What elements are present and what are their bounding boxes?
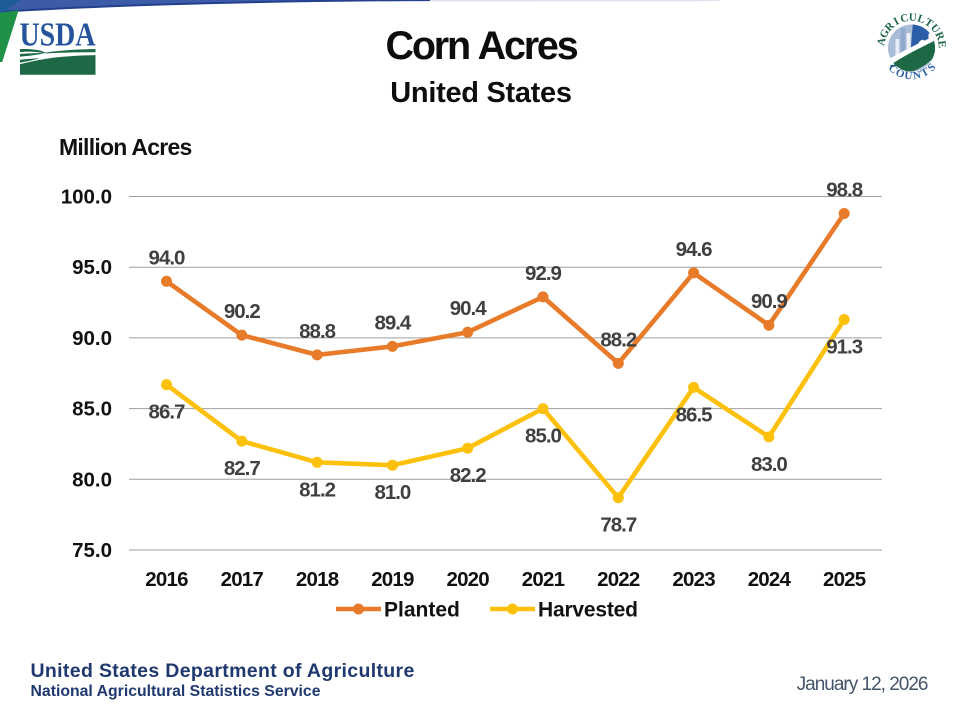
svg-text:98.8: 98.8: [826, 179, 862, 202]
svg-text:U: U: [909, 12, 918, 24]
svg-text:2019: 2019: [371, 568, 414, 591]
svg-text:85.0: 85.0: [525, 425, 561, 448]
svg-text:2022: 2022: [597, 568, 640, 591]
svg-text:90.9: 90.9: [751, 290, 787, 313]
svg-text:A: A: [875, 37, 888, 47]
svg-text:94.0: 94.0: [149, 246, 185, 269]
svg-text:2021: 2021: [522, 568, 565, 591]
svg-text:2025: 2025: [823, 568, 866, 591]
svg-text:88.8: 88.8: [299, 320, 335, 343]
svg-text:2017: 2017: [221, 568, 264, 591]
svg-text:Planted: Planted: [384, 599, 460, 622]
svg-text:L: L: [916, 12, 927, 26]
svg-text:I: I: [892, 15, 902, 28]
svg-text:100.0: 100.0: [61, 186, 112, 209]
svg-text:82.2: 82.2: [450, 464, 486, 487]
svg-text:81.2: 81.2: [299, 478, 335, 501]
svg-text:U: U: [904, 70, 913, 83]
svg-text:94.6: 94.6: [676, 238, 712, 261]
svg-text:88.2: 88.2: [600, 328, 636, 351]
svg-text:2024: 2024: [748, 568, 792, 591]
svg-text:2023: 2023: [672, 568, 715, 591]
svg-text:90.2: 90.2: [224, 300, 260, 323]
svg-text:95.0: 95.0: [72, 256, 112, 279]
svg-text:75.0: 75.0: [72, 539, 112, 562]
svg-text:82.7: 82.7: [224, 457, 260, 480]
svg-text:E: E: [935, 40, 948, 49]
svg-text:80.0: 80.0: [72, 468, 112, 491]
svg-text:2018: 2018: [296, 568, 339, 591]
svg-text:90.0: 90.0: [72, 327, 112, 350]
svg-text:89.4: 89.4: [374, 311, 411, 334]
svg-text:C: C: [899, 12, 910, 26]
svg-text:Harvested: Harvested: [538, 599, 638, 622]
svg-text:USDA: USDA: [20, 17, 96, 54]
svg-text:85.0: 85.0: [72, 398, 112, 421]
svg-text:86.7: 86.7: [149, 401, 185, 424]
svg-text:92.9: 92.9: [525, 262, 561, 285]
svg-text:81.0: 81.0: [374, 481, 410, 504]
svg-text:2016: 2016: [145, 568, 188, 591]
svg-text:86.5: 86.5: [676, 403, 712, 426]
svg-text:78.7: 78.7: [600, 514, 636, 537]
svg-text:Million Acres: Million Acres: [59, 134, 192, 160]
svg-text:N: N: [912, 69, 922, 82]
svg-text:83.0: 83.0: [751, 453, 787, 476]
svg-text:90.4: 90.4: [450, 297, 487, 320]
svg-text:91.3: 91.3: [826, 336, 862, 359]
svg-text:2020: 2020: [446, 568, 489, 591]
